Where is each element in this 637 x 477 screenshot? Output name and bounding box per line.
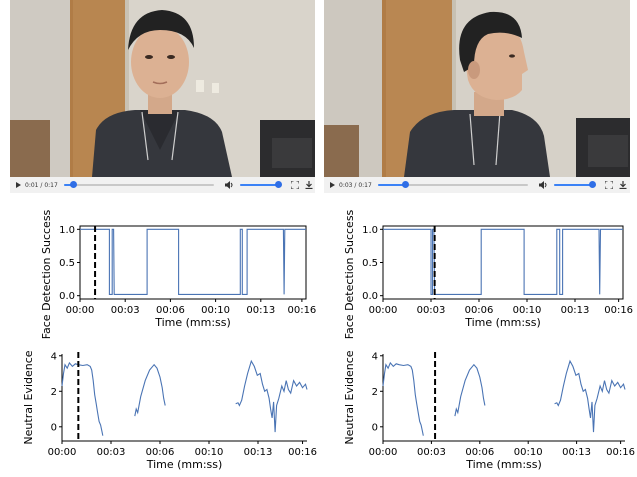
chart-face-detection-right: 0.0 0.5 1.0 00:00 00:03 00:06 00:10 00:13 00:16 T… (318, 196, 637, 339)
x-tick-label: 00:16 (288, 447, 317, 458)
play-icon[interactable] (330, 182, 335, 188)
y-tick-label: 0.5 (362, 258, 378, 269)
download-icon[interactable] (619, 181, 627, 189)
y-tick-label: 0 (372, 422, 378, 433)
series-line (80, 228, 306, 295)
series-line (134, 363, 166, 417)
x-tick-label: 00:13 (244, 447, 273, 458)
x-tick-label: 00:16 (606, 447, 635, 458)
time-display: 0:01 / 0:17 (25, 181, 58, 189)
video-controls-right: 0:03 / 0:17 (324, 177, 630, 193)
time-display: 0:03 / 0:17 (339, 181, 372, 189)
x-tick-label: 00:03 (111, 305, 140, 316)
series-line (383, 228, 623, 295)
y-tick-label: 1.0 (59, 225, 75, 236)
current-time: 0:03 (339, 181, 353, 189)
chart-neutral-evidence-left: 0 2 4 00:00 00:03 00:06 00:10 00:13 00:16 Time (m… (0, 340, 318, 472)
x-tick-label: 00:10 (513, 305, 542, 316)
video-image-profile-face (324, 0, 630, 177)
series-line (454, 363, 486, 417)
fullscreen-icon[interactable] (604, 181, 613, 189)
x-tick-label: 00:03 (417, 447, 446, 458)
x-axis-label: Time (mm:ss) (465, 458, 542, 471)
y-axis-label: Neutral Evidence (343, 350, 356, 444)
x-tick-label: 00:10 (514, 447, 543, 458)
y-tick-label: 0.0 (362, 291, 378, 302)
video-frame-left[interactable] (10, 0, 315, 177)
x-tick-label: 00:13 (561, 305, 590, 316)
series-line (235, 359, 308, 433)
chart-face-detection-left: 0.0 0.5 1.0 00:00 00:03 00:06 00:10 00:13 00:16 T… (0, 196, 318, 339)
x-tick-label: 00:00 (48, 447, 77, 458)
y-tick-label: 4 (372, 351, 378, 362)
chart-svg: 0.0 0.5 1.0 00:00 00:03 00:06 00:10 00:13 00:16 T… (40, 209, 316, 339)
x-tick-label: 00:13 (562, 447, 591, 458)
x-tick-label: 00:00 (66, 305, 95, 316)
seek-bar[interactable] (63, 181, 214, 188)
volume-slider-fill (553, 184, 592, 186)
series-line (61, 361, 104, 436)
volume-icon[interactable] (538, 180, 548, 190)
chart-svg: 0 2 4 00:00 00:03 00:06 00:10 00:13 00:16 Time (m… (22, 350, 317, 471)
x-tick-label: 00:16 (604, 305, 633, 316)
y-tick-label: 0.0 (59, 291, 75, 302)
series-line (382, 361, 424, 436)
x-axis-label: Time (mm:ss) (154, 316, 231, 329)
y-axis-label: Neutral Evidence (22, 350, 35, 444)
chart-svg: 0 2 4 00:00 00:03 00:06 00:10 00:13 00:16 Time (m… (343, 350, 635, 471)
volume-slider-fill (239, 184, 278, 186)
seek-bar[interactable] (377, 181, 528, 188)
video-player-left[interactable]: 0:01 / 0:17 (10, 0, 315, 193)
seek-bar-handle[interactable] (69, 181, 77, 188)
y-axis-label: Face Detection Success (40, 209, 53, 339)
video-image-frontal-face (10, 0, 315, 177)
seek-bar-fill (63, 184, 73, 186)
x-tick-label: 00:00 (369, 447, 398, 458)
x-tick-label: 00:16 (287, 305, 316, 316)
video-controls-left: 0:01 / 0:17 (10, 177, 315, 193)
x-tick-label: 00:03 (97, 447, 126, 458)
volume-slider[interactable] (239, 181, 282, 188)
axes-frame (382, 225, 624, 300)
x-tick-label: 00:00 (369, 305, 398, 316)
volume-icon[interactable] (224, 180, 234, 190)
play-icon[interactable] (16, 182, 21, 188)
y-tick-label: 2 (372, 387, 378, 398)
x-axis-label: Time (mm:ss) (464, 316, 541, 329)
x-tick-label: 00:06 (146, 447, 175, 458)
video-frame-right[interactable] (324, 0, 630, 177)
x-tick-label: 00:06 (465, 447, 494, 458)
download-icon[interactable] (305, 181, 313, 189)
current-time: 0:01 (25, 181, 39, 189)
chart-svg: 0.0 0.5 1.0 00:00 00:03 00:06 00:10 00:13 00:16 T… (343, 209, 633, 339)
video-player-right[interactable]: 0:03 / 0:17 (324, 0, 630, 193)
x-tick-label: 00:03 (417, 305, 446, 316)
duration: 0:17 (44, 181, 58, 189)
y-axis-label: Face Detection Success (343, 209, 356, 339)
volume-slider-handle[interactable] (588, 181, 596, 188)
y-tick-label: 2 (51, 387, 57, 398)
x-tick-label: 00:13 (246, 305, 275, 316)
x-tick-label: 00:10 (195, 447, 224, 458)
y-tick-label: 1.0 (362, 225, 378, 236)
x-tick-label: 00:06 (465, 305, 494, 316)
volume-slider[interactable] (553, 181, 596, 188)
x-tick-label: 00:10 (201, 305, 230, 316)
duration: 0:17 (358, 181, 372, 189)
chart-neutral-evidence-right: 0 2 4 00:00 00:03 00:06 00:10 00:13 00:16 Time (m… (318, 340, 637, 472)
volume-slider-handle[interactable] (274, 181, 282, 188)
seek-bar-fill (377, 184, 405, 186)
fullscreen-icon[interactable] (290, 181, 299, 189)
seek-bar-handle[interactable] (401, 181, 409, 188)
x-axis-label: Time (mm:ss) (146, 458, 223, 471)
series-line (554, 359, 626, 433)
x-tick-label: 00:06 (156, 305, 185, 316)
y-tick-label: 0 (51, 422, 57, 433)
y-tick-label: 0.5 (59, 258, 75, 269)
y-tick-label: 4 (51, 351, 57, 362)
